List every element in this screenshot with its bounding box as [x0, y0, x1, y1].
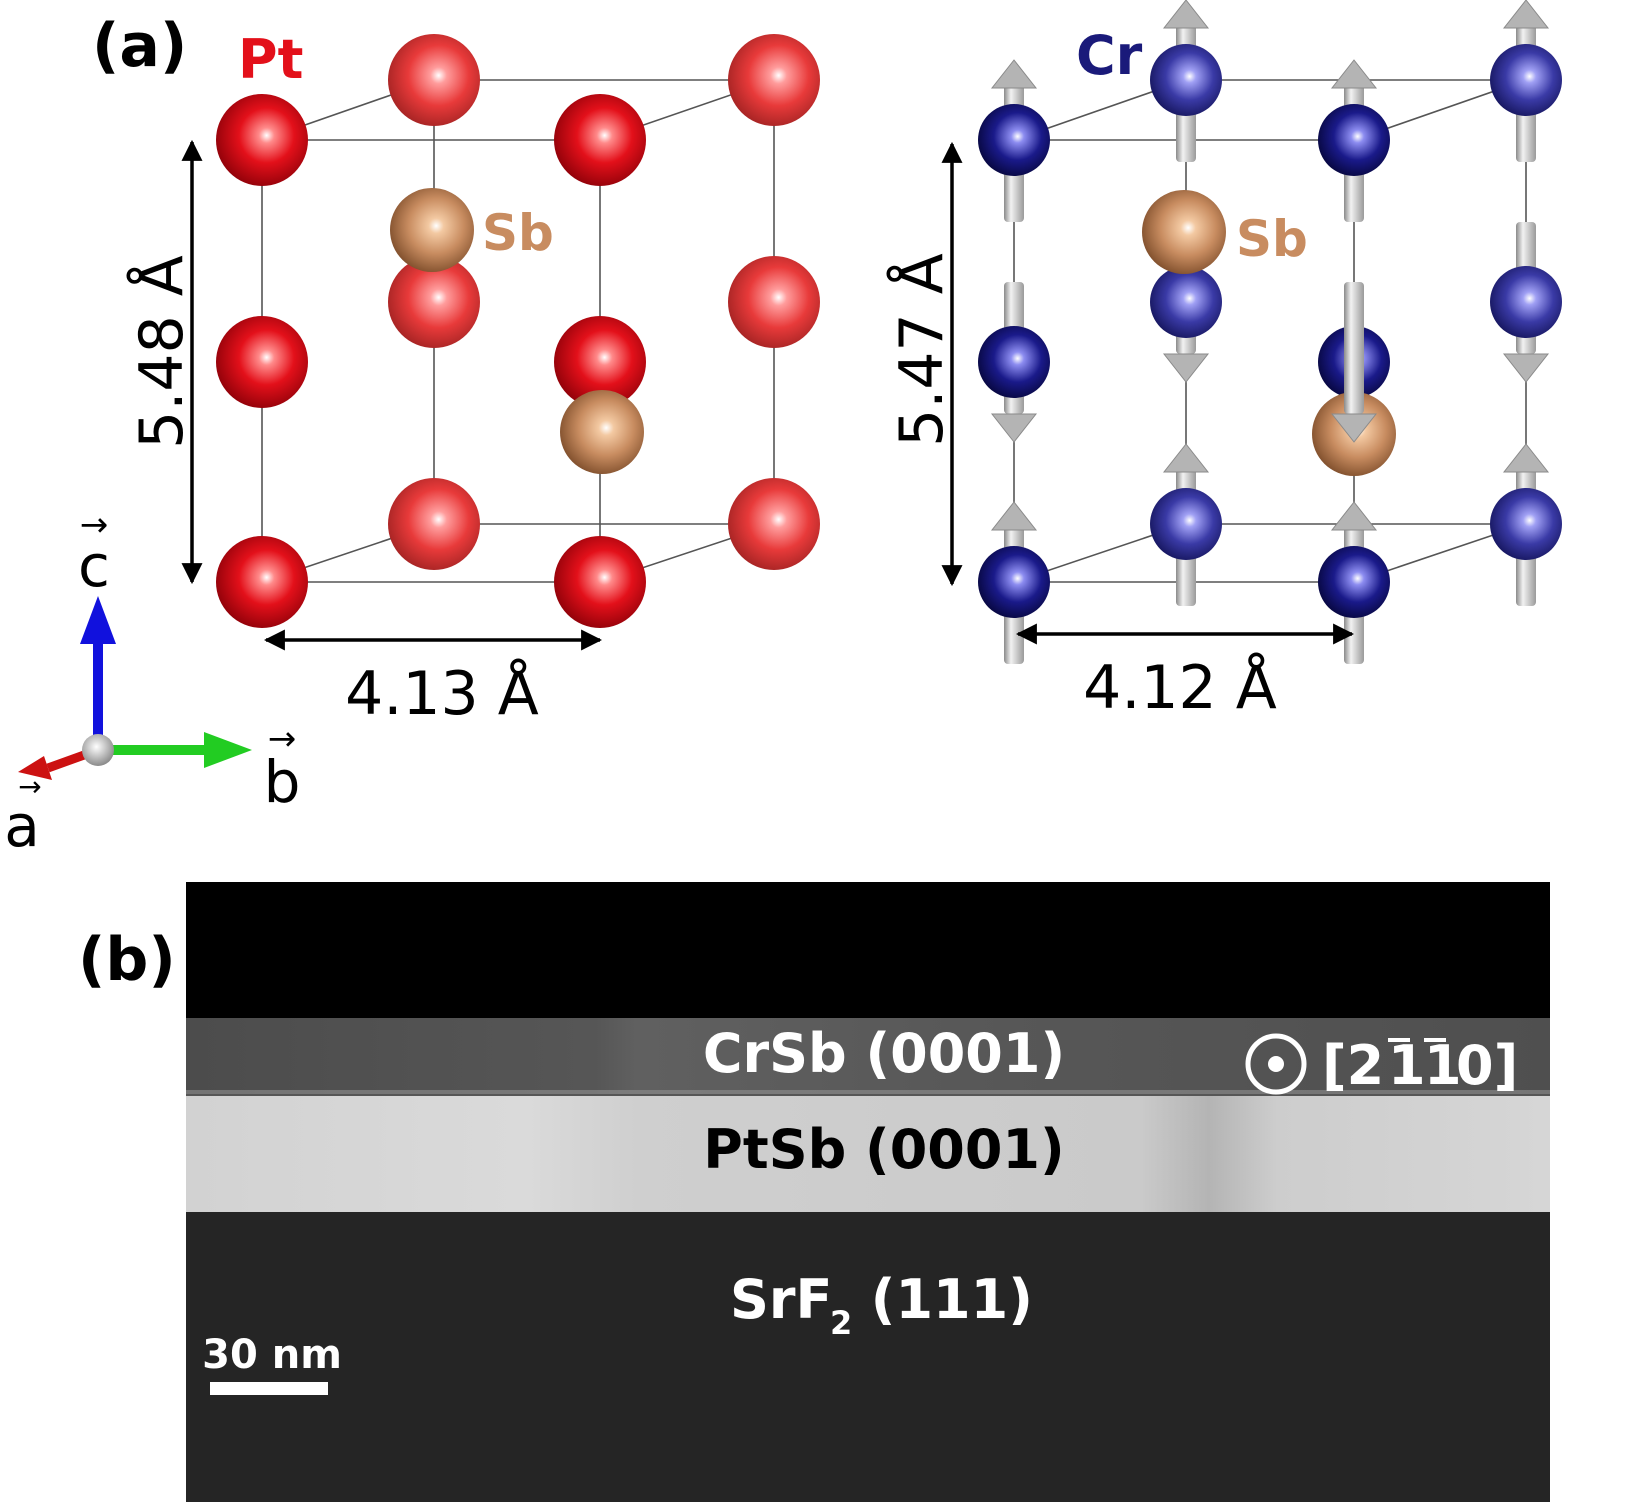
c-dimension-right: 5.47 Å [886, 253, 957, 447]
b-axis-vector-mark: → [268, 719, 297, 759]
sb-atom [1142, 190, 1226, 274]
cr-atom [1150, 44, 1222, 116]
panel-b: (b) CrSb (0001) PtSb (0001) SrF 2 (111) … [78, 882, 1550, 1502]
sb-label-right: Sb [1236, 210, 1308, 268]
spin-head [1502, 443, 1550, 473]
pt-atom [554, 94, 646, 186]
panel-a-label: (a) [92, 11, 187, 81]
cr-atom [1490, 44, 1562, 116]
spin-head [1330, 501, 1378, 531]
cr-atom [1150, 488, 1222, 560]
spin-head [1330, 413, 1378, 443]
spin-head [1502, 0, 1550, 29]
panel-a: (a) [4, 0, 1562, 860]
cr-atom [978, 546, 1050, 618]
srf2-label-rest: (111) [852, 1268, 1033, 1331]
spin-head [990, 501, 1038, 531]
out-of-plane-icon [1245, 1033, 1307, 1095]
crsb-ptsb-interface [186, 1090, 1550, 1098]
a-axis-head [18, 756, 52, 780]
pt-label: Pt [238, 28, 303, 91]
srf2-layer-label: SrF 2 (111) [730, 1268, 1033, 1342]
ptsb-unit-cell: Pt Sb 5.48 Å 4.13 Å [126, 28, 820, 729]
cr-atom [978, 104, 1050, 176]
spin-down-arrow [1330, 282, 1378, 443]
cr-atom [1490, 266, 1562, 338]
scale-bar-line [210, 1382, 328, 1395]
ptsb-cell-edges [261, 79, 775, 583]
pt-atom [554, 536, 646, 628]
a-axis-vector-mark: → [18, 770, 41, 803]
srf2-label-subscript: 2 [830, 1304, 852, 1342]
cr-atom [1490, 488, 1562, 560]
cr-atom [978, 326, 1050, 398]
pt-atom [388, 478, 480, 570]
pt-atom [388, 256, 480, 348]
sb-atom [390, 188, 474, 272]
direction-index-1: 1 [1388, 1034, 1426, 1097]
direction-index-2: 1 [1424, 1034, 1462, 1097]
cr-atoms-back [1150, 44, 1562, 560]
direction-end: 0] [1456, 1034, 1518, 1097]
pt-atom [728, 256, 820, 348]
cr-atom [1150, 266, 1222, 338]
pt-atom [216, 94, 308, 186]
srf2-label-main: SrF [730, 1268, 832, 1331]
zone-axis-indicator: [2 1 1 0] [1245, 1033, 1518, 1097]
cr-atom [1318, 104, 1390, 176]
c-axis-head [80, 596, 116, 644]
crsb-layer [186, 1018, 1550, 1094]
pt-atom [728, 478, 820, 570]
pt-atom [388, 34, 480, 126]
crsb-unit-cell: Cr Sb 5.47 Å 4.12 Å [886, 0, 1562, 723]
ptsb-layer-label: PtSb (0001) [703, 1118, 1064, 1181]
a-axis-label: a [4, 792, 40, 860]
sb-label-left: Sb [482, 204, 554, 262]
scale-bar-label: 30 nm [202, 1332, 342, 1378]
spin-head [1330, 59, 1378, 89]
spin-head [990, 59, 1038, 89]
crsb-cell-edges [1013, 79, 1527, 583]
cr-label: Cr [1076, 24, 1143, 87]
scale-bar: 30 nm [202, 1332, 342, 1395]
ptsb-layer [186, 1096, 1550, 1212]
spin-head [1162, 0, 1210, 29]
spin-head [1502, 353, 1550, 383]
srf2-substrate [186, 1212, 1550, 1502]
tem-image [186, 882, 1550, 1502]
axis-triad: c → b → a → [4, 505, 300, 860]
spin-head [1162, 443, 1210, 473]
pt-atom [728, 34, 820, 126]
panel-b-label: (b) [78, 925, 176, 995]
b-axis-label: b [264, 748, 301, 816]
a-dimension-left: 4.13 Å [345, 658, 539, 729]
c-axis-vector-mark: → [80, 505, 109, 545]
c-axis-label: c [78, 532, 110, 600]
out-of-plane-dot [1268, 1056, 1284, 1072]
spin-head [1162, 353, 1210, 383]
sb-atom [560, 390, 644, 474]
cr-atom [1318, 546, 1390, 618]
axis-origin [82, 734, 114, 766]
pt-atom [216, 536, 308, 628]
c-dimension-left: 5.48 Å [126, 255, 197, 449]
a-dimension-right: 4.12 Å [1083, 652, 1277, 723]
pt-atom [216, 316, 308, 408]
spin-arrow-over-sb [1330, 282, 1378, 443]
spin-head [990, 413, 1038, 443]
b-axis-head [204, 732, 252, 768]
crsb-layer-label: CrSb (0001) [703, 1022, 1065, 1085]
spin-rod [1344, 282, 1364, 414]
pt-atom [554, 316, 646, 408]
direction-start: [2 [1322, 1034, 1384, 1097]
